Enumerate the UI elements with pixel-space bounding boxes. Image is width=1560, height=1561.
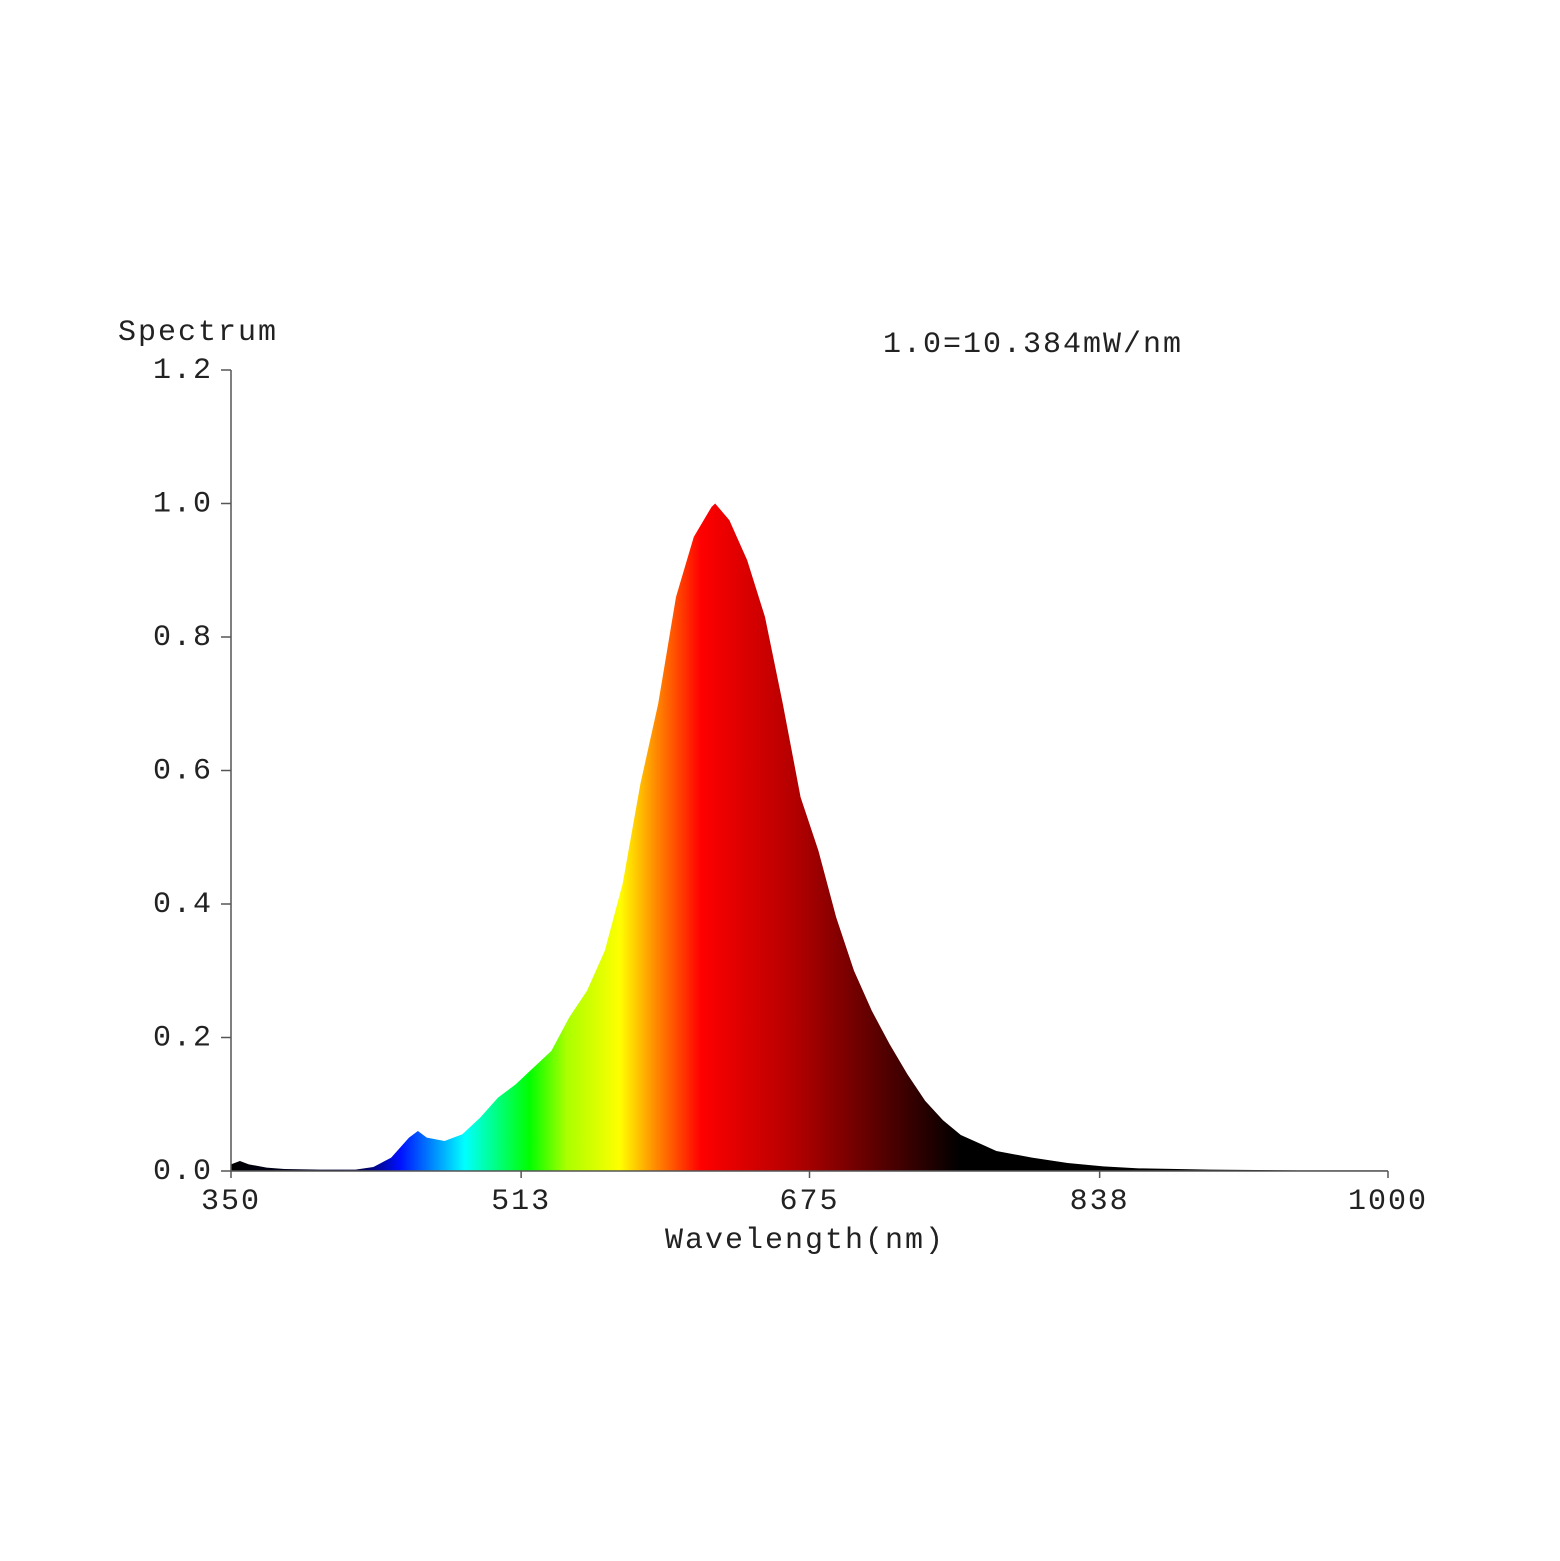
x-tick-label: 675 — [779, 1185, 839, 1219]
y-tick-label: 0.8 — [153, 621, 213, 655]
y-axis-label: Spectrum — [118, 316, 278, 350]
y-tick-label: 0.2 — [153, 1021, 213, 1055]
x-tick-label: 513 — [491, 1185, 551, 1219]
y-tick-label: 0.6 — [153, 754, 213, 788]
x-tick-label: 1000 — [1348, 1185, 1428, 1219]
x-tick-label: 838 — [1070, 1185, 1130, 1219]
annotation: 1.0=10.384mW/nm — [883, 328, 1183, 362]
y-tick-label: 0.0 — [153, 1155, 213, 1189]
x-tick-label: 350 — [201, 1185, 261, 1219]
spectrum-area — [231, 503, 1388, 1171]
y-tick-label: 1.0 — [153, 487, 213, 521]
y-tick-label: 1.2 — [153, 354, 213, 388]
y-tick-label: 0.4 — [153, 888, 213, 922]
x-axis-label: Wavelength(nm) — [665, 1224, 945, 1258]
